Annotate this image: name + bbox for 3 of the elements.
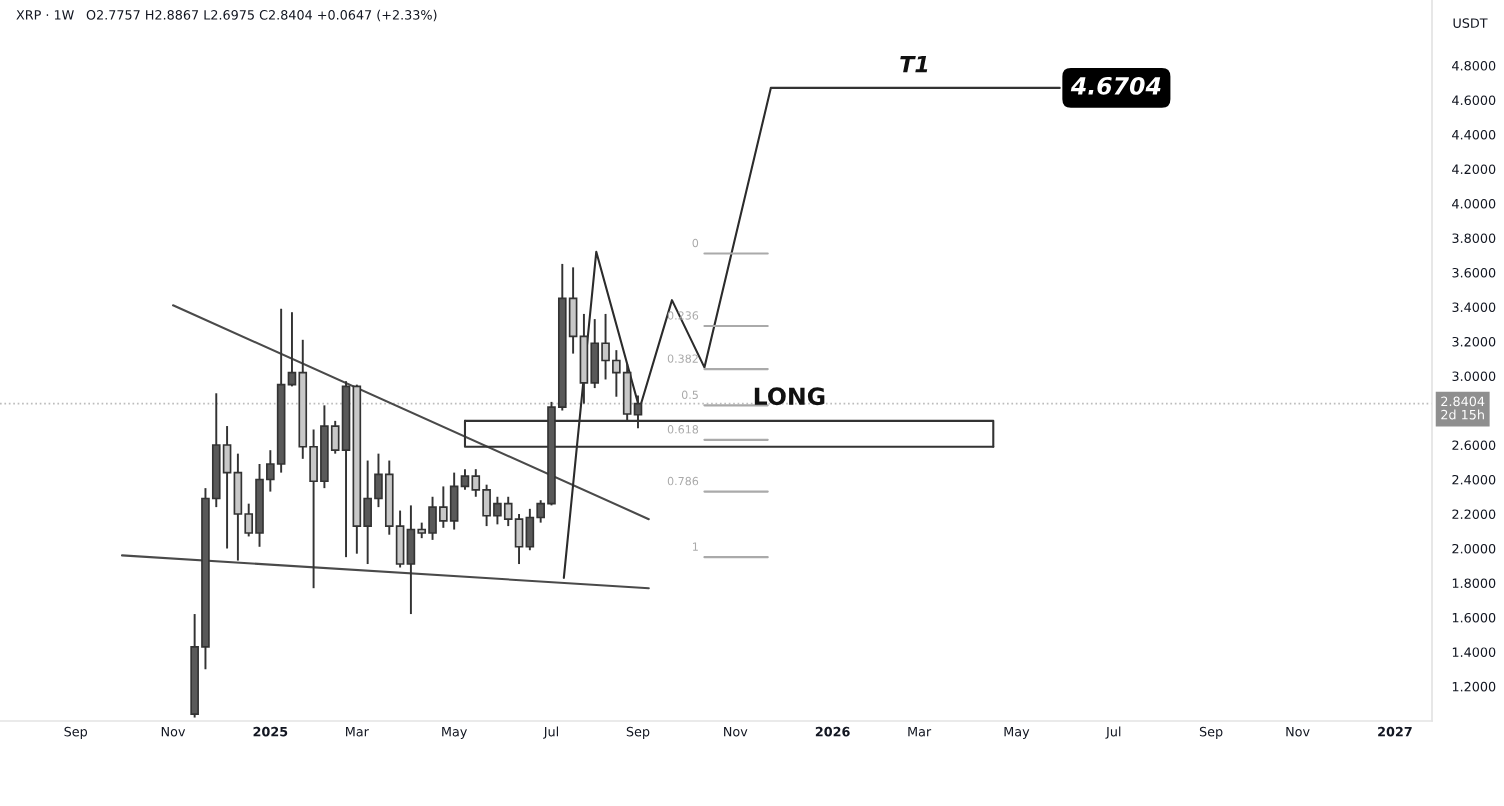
data-label: 4.6704 bbox=[1070, 76, 1161, 95]
annotation: T1 bbox=[900, 55, 928, 73]
annotation: LONG bbox=[754, 387, 825, 406]
